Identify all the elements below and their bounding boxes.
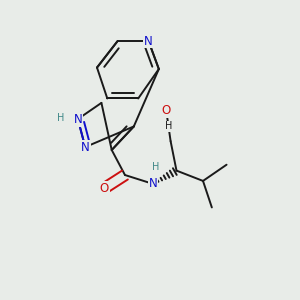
Text: H: H <box>152 162 160 172</box>
Text: H: H <box>165 122 172 131</box>
Text: N: N <box>74 112 82 126</box>
Text: N: N <box>148 177 157 190</box>
Text: H: H <box>57 112 64 123</box>
Text: O: O <box>100 182 109 195</box>
Text: N: N <box>81 141 90 154</box>
Text: N: N <box>144 34 153 48</box>
Text: O: O <box>162 104 171 117</box>
